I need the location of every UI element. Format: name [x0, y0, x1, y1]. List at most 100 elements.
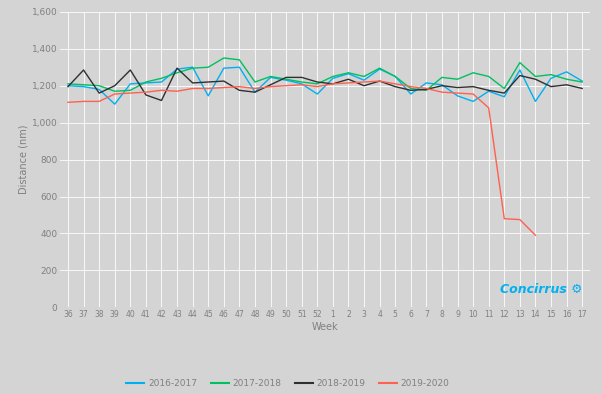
2019-2020 — [126, 91, 134, 95]
2019-2020 — [517, 217, 524, 222]
2019-2020 — [64, 100, 72, 105]
2018-2019 — [547, 84, 554, 89]
2017-2018 — [173, 71, 181, 75]
2018-2019 — [361, 84, 368, 88]
2017-2018 — [485, 74, 492, 79]
2017-2018 — [220, 56, 228, 60]
2019-2020 — [142, 90, 149, 95]
2017-2018 — [376, 66, 383, 71]
2017-2018 — [126, 88, 134, 93]
Line: 2016-2017: 2016-2017 — [68, 67, 582, 104]
2019-2020 — [485, 106, 492, 110]
2019-2020 — [236, 84, 243, 89]
2016-2017 — [282, 78, 290, 82]
2016-2017 — [314, 92, 321, 97]
Line: 2018-2019: 2018-2019 — [68, 68, 582, 100]
2018-2019 — [407, 88, 414, 93]
2019-2020 — [158, 88, 165, 93]
2016-2017 — [532, 99, 539, 104]
2019-2020 — [501, 216, 508, 221]
2018-2019 — [532, 77, 539, 82]
2018-2019 — [158, 98, 165, 103]
2016-2017 — [96, 87, 103, 92]
2018-2019 — [298, 75, 305, 80]
Line: 2019-2020: 2019-2020 — [68, 81, 535, 235]
2016-2017 — [579, 79, 586, 84]
2016-2017 — [407, 92, 414, 97]
2017-2018 — [236, 58, 243, 62]
2016-2017 — [547, 76, 554, 81]
X-axis label: Week: Week — [312, 322, 338, 332]
2016-2017 — [189, 65, 196, 70]
2018-2019 — [314, 80, 321, 84]
2018-2019 — [80, 68, 87, 72]
2017-2018 — [80, 82, 87, 87]
2017-2018 — [205, 65, 212, 70]
2018-2019 — [391, 84, 399, 89]
2017-2018 — [329, 74, 337, 79]
2019-2020 — [532, 233, 539, 238]
2017-2018 — [454, 77, 461, 82]
2016-2017 — [329, 76, 337, 81]
2016-2017 — [563, 69, 570, 74]
Legend: 2016-2017, 2017-2018, 2018-2019, 2019-2020: 2016-2017, 2017-2018, 2018-2019, 2019-20… — [123, 375, 453, 392]
2017-2018 — [563, 77, 570, 82]
2018-2019 — [501, 91, 508, 95]
2016-2017 — [517, 68, 524, 72]
2019-2020 — [205, 86, 212, 91]
2018-2019 — [64, 84, 72, 89]
2019-2020 — [252, 86, 259, 91]
2019-2020 — [267, 84, 274, 89]
2018-2019 — [126, 68, 134, 72]
2019-2020 — [173, 89, 181, 94]
2017-2018 — [517, 60, 524, 65]
2018-2019 — [454, 85, 461, 90]
2017-2018 — [532, 74, 539, 79]
2016-2017 — [345, 71, 352, 76]
2018-2019 — [236, 88, 243, 93]
2018-2019 — [205, 80, 212, 84]
2016-2017 — [501, 95, 508, 99]
2018-2019 — [376, 79, 383, 84]
2018-2019 — [563, 82, 570, 87]
2017-2018 — [267, 74, 274, 79]
2017-2018 — [470, 71, 477, 75]
2016-2017 — [298, 82, 305, 86]
2019-2020 — [298, 82, 305, 87]
2019-2020 — [189, 86, 196, 91]
2017-2018 — [501, 86, 508, 91]
2017-2018 — [438, 75, 445, 80]
2016-2017 — [158, 80, 165, 84]
2017-2018 — [423, 88, 430, 93]
2016-2017 — [423, 80, 430, 85]
2018-2019 — [267, 82, 274, 87]
2019-2020 — [391, 82, 399, 86]
2018-2019 — [111, 84, 119, 88]
2017-2018 — [547, 72, 554, 77]
2017-2018 — [158, 76, 165, 81]
2016-2017 — [376, 67, 383, 71]
2018-2019 — [579, 86, 586, 91]
2017-2018 — [142, 80, 149, 84]
2019-2020 — [470, 92, 477, 97]
2019-2020 — [111, 92, 119, 97]
2016-2017 — [470, 99, 477, 104]
2016-2017 — [391, 74, 399, 79]
2017-2018 — [391, 74, 399, 79]
2018-2019 — [470, 84, 477, 89]
2017-2018 — [189, 66, 196, 71]
2019-2020 — [438, 90, 445, 95]
2018-2019 — [329, 82, 337, 86]
2019-2020 — [376, 79, 383, 84]
2017-2018 — [345, 71, 352, 75]
2018-2019 — [96, 91, 103, 95]
2016-2017 — [173, 67, 181, 71]
2019-2020 — [329, 82, 337, 86]
2018-2019 — [438, 84, 445, 88]
2016-2017 — [111, 102, 119, 106]
2017-2018 — [64, 82, 72, 86]
2019-2020 — [423, 86, 430, 91]
2019-2020 — [407, 84, 414, 89]
2016-2017 — [64, 84, 72, 88]
2016-2017 — [80, 84, 87, 89]
